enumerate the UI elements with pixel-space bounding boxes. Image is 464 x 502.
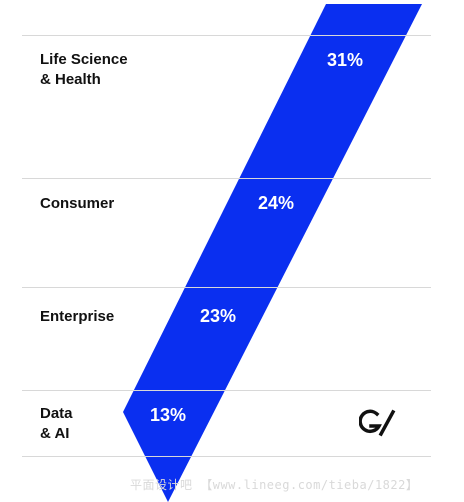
value-label-life-science: 31% xyxy=(327,50,364,70)
watermark-text: 平面设计吧 【www.lineeg.com/tieba/1822】 xyxy=(130,478,419,492)
divider-1 xyxy=(22,178,431,179)
divider-top xyxy=(22,35,431,36)
value-label-enterprise: 23% xyxy=(200,306,237,326)
value-label-data-ai: 13% xyxy=(150,405,187,425)
category-label-life-science: Life Science & Health xyxy=(40,51,128,88)
divider-2 xyxy=(22,287,431,288)
category-label-consumer: Consumer xyxy=(40,195,115,212)
gv-logo xyxy=(359,409,396,437)
category-label-data-ai: Data & AI xyxy=(40,405,73,442)
divider-3 xyxy=(22,390,431,391)
divider-bottom xyxy=(22,456,431,457)
allocation-band xyxy=(123,4,422,502)
category-label-enterprise: Enterprise xyxy=(40,308,115,325)
value-label-consumer: 24% xyxy=(258,193,295,213)
